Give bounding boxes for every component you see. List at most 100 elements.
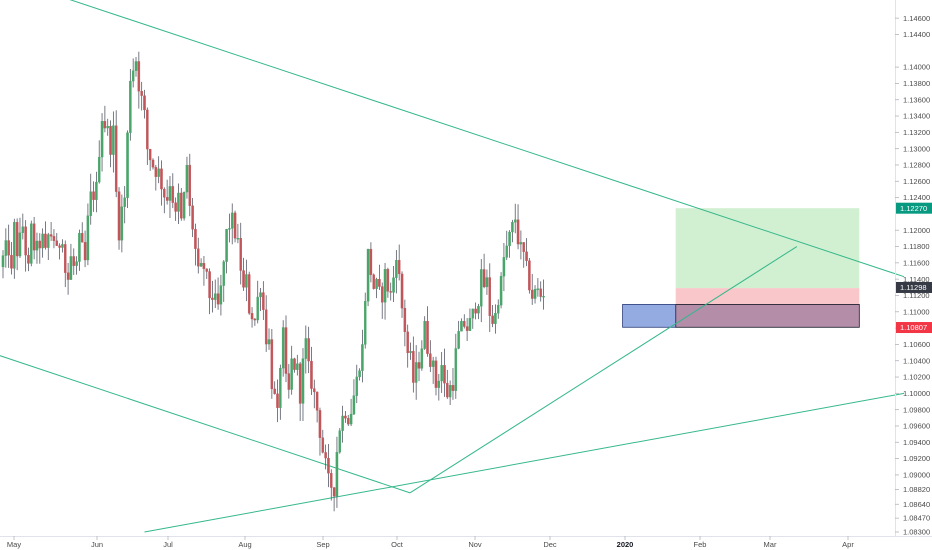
price-tick-label: 1.08640 xyxy=(903,500,930,509)
candle xyxy=(143,89,146,119)
price-tick-label: 1.10600 xyxy=(903,340,930,349)
price-tick-label: 1.13600 xyxy=(903,95,930,104)
candle xyxy=(168,175,172,219)
candle xyxy=(400,271,404,318)
candle xyxy=(519,230,523,260)
time-tick-label: Oct xyxy=(391,540,404,549)
price-tick-label: 1.09000 xyxy=(903,471,930,480)
candle xyxy=(233,210,237,243)
time-tick-label: 2020 xyxy=(617,540,634,549)
candle xyxy=(250,307,254,328)
candle xyxy=(239,222,242,285)
candle xyxy=(344,410,347,423)
candle xyxy=(247,271,251,315)
position-zones xyxy=(622,208,860,328)
candle xyxy=(375,277,378,299)
trendlines xyxy=(0,0,905,533)
candle xyxy=(15,218,19,271)
price-tick-label: 1.08300 xyxy=(903,528,930,537)
time-axis[interactable]: May Jun Jul Aug Sep Oct Nov Dec 2020 Feb Mar Apr xyxy=(7,536,854,549)
candle xyxy=(112,111,115,173)
candle xyxy=(310,346,313,395)
candle xyxy=(253,317,257,326)
candle xyxy=(120,194,124,253)
candle xyxy=(49,221,53,241)
candle xyxy=(148,148,152,171)
stop-zone[interactable] xyxy=(675,288,860,305)
candle xyxy=(349,398,353,426)
candle xyxy=(174,197,177,221)
candle xyxy=(80,222,84,243)
candle xyxy=(429,340,432,373)
price-tick-label: 1.12600 xyxy=(903,177,930,186)
price-tick-label: 1.09800 xyxy=(903,405,930,414)
candle xyxy=(52,229,56,249)
candle xyxy=(245,259,248,302)
candle xyxy=(397,244,401,281)
candle xyxy=(491,304,494,328)
candle xyxy=(511,219,514,243)
candle xyxy=(219,274,223,316)
candle xyxy=(86,203,90,266)
price-labels: 1.12270 1.11298 1.10807 xyxy=(896,202,932,334)
candle xyxy=(72,248,76,275)
time-tick-label: Dec xyxy=(543,540,557,549)
candle xyxy=(383,262,387,320)
candle xyxy=(61,239,64,253)
candle xyxy=(222,260,225,302)
candle xyxy=(494,304,497,334)
trendline-4[interactable] xyxy=(144,392,905,533)
time-tick-label: Sep xyxy=(316,540,329,549)
candle xyxy=(358,368,361,381)
candle xyxy=(372,273,375,290)
time-tick-label: Apr xyxy=(842,540,854,549)
candle xyxy=(406,324,409,368)
time-tick-label: Nov xyxy=(468,540,482,549)
candle xyxy=(32,216,36,260)
candle xyxy=(468,308,472,331)
candle xyxy=(69,243,73,280)
candle xyxy=(417,351,421,382)
price-tick-label: 1.09400 xyxy=(903,438,930,447)
candle xyxy=(505,230,508,261)
candle xyxy=(211,280,214,313)
trendline-2[interactable] xyxy=(0,353,411,494)
target-zone[interactable] xyxy=(675,208,860,289)
candle xyxy=(471,308,475,329)
candle xyxy=(460,318,463,332)
candle xyxy=(188,153,192,217)
candle xyxy=(513,203,517,234)
candle xyxy=(508,230,511,258)
entry-box[interactable] xyxy=(622,304,677,328)
candle xyxy=(499,272,503,309)
price-badge-label: 1.12270 xyxy=(900,204,927,213)
candle xyxy=(296,354,299,376)
loss-zone[interactable] xyxy=(675,304,860,328)
candle xyxy=(205,268,209,279)
price-tick-label: 1.09200 xyxy=(903,454,930,463)
candle xyxy=(228,213,231,243)
price-badge: 1.11298 xyxy=(896,281,932,293)
price-tick-label: 1.11800 xyxy=(903,242,930,251)
candle xyxy=(95,171,98,213)
candle xyxy=(123,186,126,224)
candle xyxy=(409,342,412,360)
candle xyxy=(304,325,308,374)
trendline-1[interactable] xyxy=(0,0,905,278)
candle xyxy=(426,306,429,357)
candle xyxy=(431,356,435,384)
price-tick-label: 1.14600 xyxy=(903,14,930,23)
candle xyxy=(21,213,25,240)
price-tick-label: 1.13400 xyxy=(903,112,930,121)
candle xyxy=(182,191,186,221)
candle xyxy=(259,288,262,312)
candle xyxy=(352,379,356,416)
candle xyxy=(341,405,344,443)
candle xyxy=(24,220,27,272)
candle xyxy=(403,299,407,347)
candle xyxy=(4,228,8,268)
candle xyxy=(448,380,452,406)
trendline-3[interactable] xyxy=(409,246,798,494)
candle xyxy=(78,229,81,271)
